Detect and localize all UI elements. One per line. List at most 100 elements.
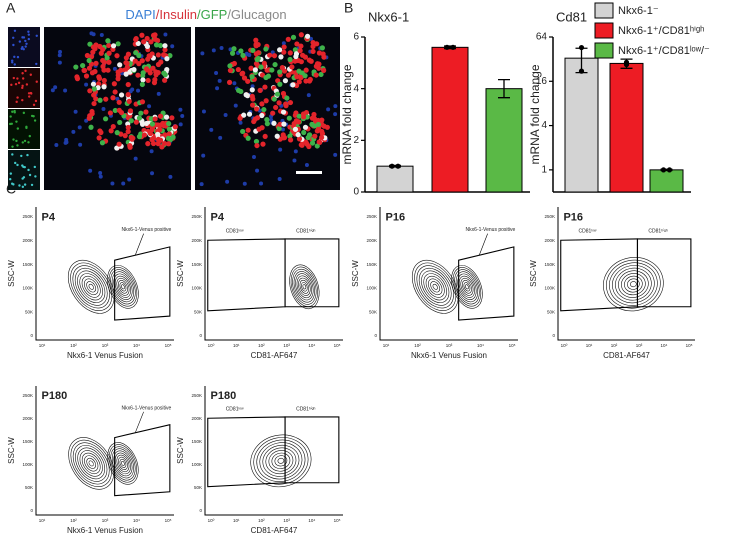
bar (649, 169, 684, 193)
cell (296, 68, 302, 74)
cell (298, 59, 304, 65)
cell (12, 183, 15, 186)
plot-axes (35, 207, 174, 341)
contour (621, 273, 646, 296)
x-tick-label: 10¹ (233, 343, 240, 348)
cell (281, 41, 286, 46)
cell (301, 129, 307, 136)
cell (16, 96, 19, 99)
cell (162, 72, 168, 78)
cell (263, 74, 269, 81)
cell (27, 33, 31, 36)
y-axis-label: SSC-W (176, 437, 185, 464)
cell (21, 36, 24, 39)
cell (253, 51, 259, 57)
cell (259, 181, 264, 186)
contour (421, 270, 450, 303)
cell (304, 162, 309, 167)
cell (101, 77, 107, 84)
cell (219, 46, 224, 51)
cell (13, 55, 16, 59)
cell (170, 44, 175, 49)
contour (289, 264, 320, 310)
y-tick-label: 150K (191, 439, 202, 444)
cell (26, 153, 29, 157)
contour (111, 271, 135, 303)
cell (148, 116, 154, 122)
y-axis-label: SSC-W (351, 260, 360, 287)
cell (106, 50, 112, 56)
cell (201, 153, 206, 158)
cell (209, 127, 214, 132)
cell (245, 135, 251, 141)
cell (240, 70, 246, 76)
x-tick-label: 10⁵ (334, 343, 341, 348)
contour (68, 437, 115, 490)
cell (125, 124, 131, 131)
cell (136, 134, 143, 140)
cell (253, 41, 259, 48)
y-tick-label: 100K (22, 286, 33, 291)
cell (57, 60, 62, 65)
cell (315, 117, 321, 124)
data-point (666, 167, 673, 173)
cell (215, 86, 220, 91)
y-tick-label: 250K (191, 393, 202, 398)
cell (16, 77, 19, 80)
bar (609, 62, 644, 193)
cell (34, 175, 37, 178)
stain-legend: DAPI/Insulin/GFP/Glucagon (125, 7, 286, 22)
cell (116, 141, 122, 147)
y-tick-label: 250K (22, 393, 33, 398)
contour (618, 270, 649, 298)
cell (155, 131, 161, 137)
y-axis-label: SSC-W (176, 260, 185, 287)
cell (139, 58, 145, 64)
cell (111, 81, 117, 87)
cell (23, 139, 27, 143)
cell (277, 177, 282, 182)
cell (319, 128, 325, 135)
cell (277, 121, 283, 127)
y-axis-label: SSC-W (529, 260, 538, 287)
cell (321, 67, 327, 73)
cell (166, 131, 172, 137)
cell (114, 145, 120, 151)
cell (11, 153, 14, 156)
cell (148, 39, 154, 45)
cell (64, 137, 69, 142)
contour (110, 446, 136, 481)
plot-axes (204, 207, 343, 341)
x-tick-label: 10⁴ (477, 343, 484, 348)
y-tick-label: 16 (536, 76, 548, 87)
cell (136, 52, 142, 59)
cell (73, 64, 79, 70)
cell (296, 113, 302, 119)
stain-label: /Glucagon (227, 7, 286, 22)
cell (78, 142, 83, 147)
cell (250, 47, 256, 53)
cell (233, 103, 238, 108)
cell (33, 119, 37, 122)
cell (304, 141, 310, 147)
cell (152, 116, 158, 122)
gate (636, 238, 692, 308)
plot-axes (557, 207, 695, 341)
cell (97, 43, 103, 50)
plot-label: P180 (42, 390, 68, 402)
cell (333, 152, 338, 157)
cell (277, 69, 283, 75)
y-tick-label: 200K (22, 238, 33, 243)
contour (72, 265, 110, 309)
x-tick-label: 10⁴ (661, 343, 668, 348)
error-bar (498, 78, 510, 99)
bar (431, 46, 469, 193)
cell (279, 65, 285, 71)
cell (251, 118, 257, 125)
cell (287, 56, 293, 63)
cell (240, 128, 246, 135)
cell (112, 107, 118, 114)
cell (139, 81, 145, 88)
data-point (395, 163, 401, 169)
cell (269, 67, 275, 73)
